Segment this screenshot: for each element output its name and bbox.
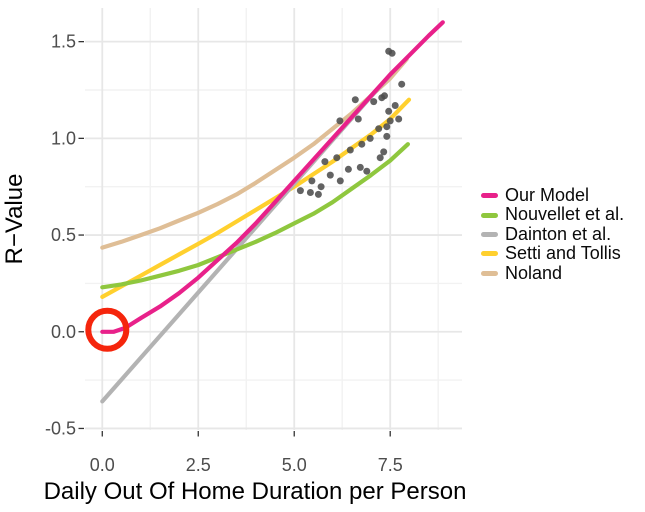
y-tick-labels: -0.5 0.0 0.5 1.0 1.5 bbox=[45, 32, 76, 439]
data-point bbox=[308, 177, 316, 185]
legend-item-setti: Setti and Tollis bbox=[481, 243, 624, 264]
legend-item-label: Our Model bbox=[505, 185, 590, 205]
legend-item-label: Dainton et al. bbox=[505, 223, 612, 244]
data-point bbox=[388, 49, 396, 57]
legend-item-label: Nouvellet et al. bbox=[505, 204, 625, 225]
data-point bbox=[383, 123, 391, 131]
data-point bbox=[336, 177, 344, 185]
data-point bbox=[344, 165, 352, 173]
svg-text:1.5: 1.5 bbox=[51, 32, 76, 52]
model-curves bbox=[100, 20, 445, 404]
data-point bbox=[391, 102, 399, 109]
legend-key-dainton-icon bbox=[481, 231, 498, 237]
data-point bbox=[381, 92, 388, 100]
x-axis-title: Daily Out Of Home Duration per Person bbox=[43, 478, 467, 505]
data-point bbox=[356, 163, 364, 171]
data-point bbox=[346, 146, 354, 154]
data-point bbox=[375, 125, 383, 133]
svg-text:0.0: 0.0 bbox=[90, 455, 115, 475]
data-point bbox=[354, 115, 362, 123]
legend-item-our-model: Our Model bbox=[481, 185, 624, 205]
legend-key-noland-icon bbox=[481, 270, 498, 276]
legend-key-setti-icon bbox=[481, 251, 498, 257]
curve-noland bbox=[100, 56, 409, 250]
x-tick-labels: 0.0 2.5 5.0 7.5 bbox=[90, 455, 403, 475]
highlight-circle-annotation bbox=[85, 307, 130, 352]
svg-text:2.5: 2.5 bbox=[186, 455, 211, 475]
curve-nouvellet-et-al- bbox=[100, 142, 410, 290]
data-point bbox=[363, 167, 371, 175]
data-point bbox=[386, 117, 394, 125]
y-axis-title: R−Value bbox=[1, 173, 28, 265]
legend: Our Model Nouvellet et al. Dainton et al… bbox=[481, 185, 625, 283]
svg-text:0.0: 0.0 bbox=[51, 322, 76, 342]
data-point bbox=[385, 107, 393, 115]
data-point bbox=[398, 80, 406, 88]
data-point bbox=[317, 183, 325, 191]
data-point bbox=[380, 148, 388, 156]
svg-text:1.0: 1.0 bbox=[51, 128, 76, 148]
data-point bbox=[351, 96, 359, 104]
data-point bbox=[296, 187, 304, 195]
svg-text:5.0: 5.0 bbox=[282, 455, 307, 475]
grid-major bbox=[85, 8, 462, 430]
legend-key-nouvellet-icon bbox=[481, 212, 498, 218]
data-point bbox=[314, 190, 322, 198]
legend-item-label: Noland bbox=[505, 262, 563, 283]
axis-ticks bbox=[78, 41, 391, 437]
data-point bbox=[306, 189, 314, 196]
curve-our-model bbox=[100, 20, 445, 334]
data-point bbox=[370, 98, 378, 106]
observed-points bbox=[296, 47, 406, 198]
legend-item-dainton: Dainton et al. bbox=[481, 223, 624, 244]
svg-text:7.5: 7.5 bbox=[378, 455, 403, 475]
svg-text:-0.5: -0.5 bbox=[45, 418, 76, 438]
data-point bbox=[326, 171, 334, 179]
grid-minor bbox=[85, 8, 462, 430]
data-point bbox=[336, 117, 344, 125]
data-point bbox=[376, 154, 384, 162]
data-point bbox=[366, 134, 374, 142]
curve-setti-and-tollis bbox=[100, 97, 412, 299]
legend-item-label: Setti and Tollis bbox=[505, 243, 621, 264]
svg-text:0.5: 0.5 bbox=[51, 225, 76, 245]
data-point bbox=[358, 140, 366, 148]
data-point bbox=[383, 132, 391, 140]
data-point bbox=[333, 154, 341, 162]
data-point bbox=[395, 115, 403, 123]
data-point bbox=[321, 158, 329, 166]
legend-key-our-model-icon bbox=[481, 193, 498, 199]
legend-item-nouvellet: Nouvellet et al. bbox=[481, 204, 625, 225]
legend-item-noland: Noland bbox=[481, 262, 624, 283]
